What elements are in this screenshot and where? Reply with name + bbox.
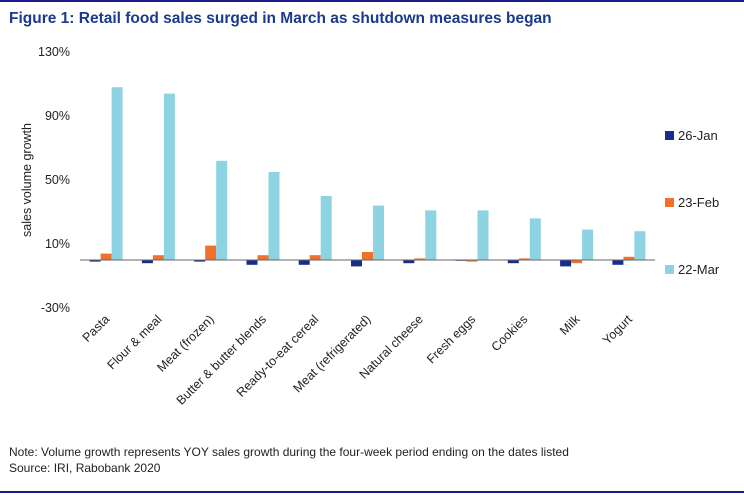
legend-swatch <box>665 265 674 274</box>
bar-22-mar <box>582 229 594 260</box>
y-tick-label: -30% <box>41 301 70 315</box>
y-tick-label: 130% <box>38 45 70 59</box>
x-tick-label: Yogurt <box>600 312 636 348</box>
bar-26-jan <box>194 260 206 262</box>
bar-22-mar <box>320 196 332 260</box>
bar-23-feb <box>623 256 635 260</box>
x-tick-label: Butter & butter blends <box>174 312 269 407</box>
bottom-rule <box>0 491 744 493</box>
bar-22-mar <box>425 210 437 260</box>
notes: Note: Volume growth represents YOY sales… <box>9 444 569 476</box>
bar-26-jan <box>507 260 519 264</box>
y-tick-label: 10% <box>45 237 70 251</box>
bar-23-feb <box>152 255 164 260</box>
figure-title: Figure 1: Retail food sales surged in Ma… <box>9 10 552 27</box>
x-tick-label: Pasta <box>80 312 113 345</box>
x-tick-label: Milk <box>557 312 583 338</box>
bar-22-mar <box>529 218 541 260</box>
bar-23-feb <box>362 252 373 260</box>
bar-22-mar <box>373 205 384 260</box>
note-text: Note: Volume growth represents YOY sales… <box>9 445 569 459</box>
bar-23-feb <box>518 258 530 260</box>
x-tick-label: Fresh eggs <box>424 312 478 366</box>
bar-26-jan <box>89 260 101 262</box>
bar-23-feb <box>466 260 478 262</box>
legend-swatch <box>665 198 674 207</box>
bar-26-jan <box>141 260 153 264</box>
source-text: Source: IRI, Rabobank 2020 <box>9 461 161 475</box>
bar-23-feb <box>571 260 583 264</box>
legend-label: 23-Feb <box>678 195 719 210</box>
bar-22-mar <box>163 93 175 260</box>
bar-26-jan <box>298 260 310 265</box>
legend-label: 22-Mar <box>678 262 720 277</box>
bar-23-feb <box>414 258 426 260</box>
y-axis-label: sales volume growth <box>20 123 34 237</box>
bar-23-feb <box>100 253 112 260</box>
top-rule <box>0 0 744 2</box>
bar-22-mar <box>111 87 123 260</box>
legend-label: 26-Jan <box>678 128 718 143</box>
bar-22-mar <box>268 172 280 260</box>
bar-26-jan <box>246 260 258 265</box>
bar-26-jan <box>351 260 362 267</box>
y-tick-label: 90% <box>45 109 70 123</box>
bar-23-feb <box>205 245 217 260</box>
x-tick-label: Cookies <box>489 312 531 354</box>
bar-22-mar <box>634 231 646 260</box>
bar-23-feb <box>309 255 321 260</box>
bar-22-mar <box>216 160 228 260</box>
bar-23-feb <box>257 255 269 260</box>
legend-swatch <box>665 131 674 140</box>
bar-26-jan <box>403 260 415 264</box>
bar-22-mar <box>477 210 489 260</box>
bar-26-jan <box>560 260 572 267</box>
bar-26-jan <box>612 260 624 265</box>
y-tick-label: 50% <box>45 173 70 187</box>
